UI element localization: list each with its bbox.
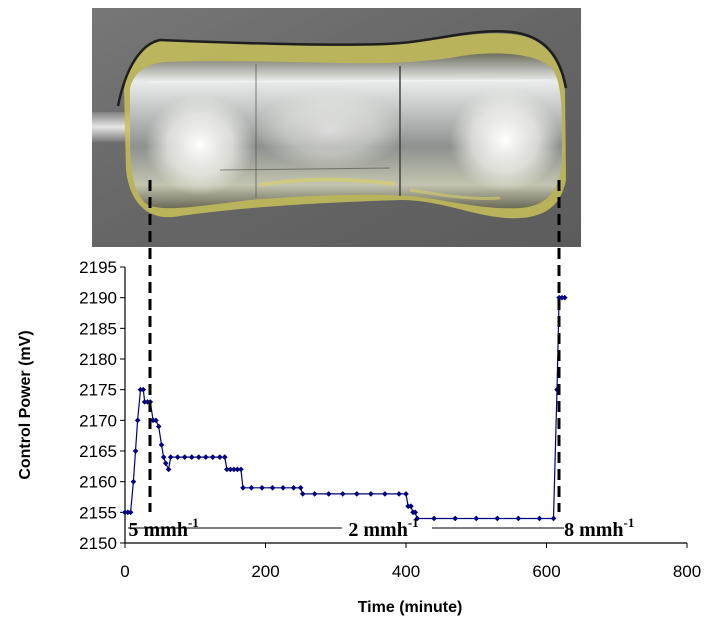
y-tick-label: 2195 — [79, 258, 117, 277]
data-point — [231, 466, 237, 473]
y-axis-title: Control Power (mV) — [17, 330, 34, 479]
series-control-power — [122, 294, 568, 522]
rate-annotation: 5 mmh-1 — [129, 515, 199, 541]
x-tick-label: 600 — [532, 562, 560, 581]
data-point — [412, 509, 418, 516]
x-tick-label: 400 — [392, 562, 420, 581]
data-point — [269, 484, 276, 491]
data-point — [221, 454, 228, 460]
data-point — [339, 491, 346, 497]
data-point — [473, 515, 480, 522]
y-ticks: 2150 2155 2160 2165 2170 2175 2180 2185 2190 2195 — [79, 258, 125, 553]
data-point — [153, 417, 159, 424]
data-point — [155, 423, 162, 430]
data-point — [234, 466, 241, 473]
data-point — [160, 454, 167, 460]
data-point — [130, 478, 137, 485]
y-tick-label: 2160 — [79, 473, 117, 492]
x-tick-label: 800 — [673, 562, 701, 581]
data-point — [209, 454, 216, 460]
series-line — [125, 297, 565, 520]
data-point — [202, 454, 209, 460]
data-point — [494, 515, 501, 522]
data-point — [174, 454, 181, 460]
data-point — [134, 417, 141, 424]
rate-annotation: 8 mmh-1 — [564, 515, 634, 541]
data-point — [403, 491, 409, 497]
data-point — [140, 386, 147, 393]
data-point — [431, 515, 437, 522]
rate-annotations: 5 mmh-1 2 mmh-1 8 mmh-1 — [129, 515, 635, 541]
data-point — [240, 484, 246, 491]
data-point — [280, 484, 286, 491]
data-point — [550, 515, 557, 522]
data-point — [414, 515, 421, 522]
data-point — [452, 515, 459, 522]
data-point — [132, 448, 139, 454]
data-point — [181, 454, 188, 460]
y-tick-label: 2150 — [79, 534, 117, 553]
data-point — [325, 491, 332, 497]
data-point — [299, 491, 306, 497]
data-point — [158, 442, 165, 448]
data-point — [162, 460, 169, 467]
y-tick-label: 2155 — [79, 503, 117, 522]
rate-annotation: 2 mmh-1 — [348, 515, 418, 541]
data-point — [224, 466, 230, 473]
x-tick-label: 200 — [251, 562, 279, 581]
data-point — [238, 466, 244, 473]
x-ticks: 0 200 400 600 800 — [120, 543, 701, 581]
plot-axes: 2150 2155 2160 2165 2170 2175 2180 2185 2190 2195… — [79, 258, 701, 581]
data-point — [311, 491, 318, 497]
data-point — [382, 491, 388, 497]
data-point — [127, 509, 134, 516]
x-axis-title: Time (minute) — [358, 599, 463, 616]
data-point — [165, 466, 172, 473]
y-tick-label: 2170 — [79, 411, 117, 430]
data-point — [195, 454, 202, 460]
data-point — [167, 454, 174, 460]
data-point — [259, 484, 265, 491]
specimen-photo — [92, 8, 581, 247]
y-tick-label: 2190 — [79, 289, 117, 308]
data-point — [217, 454, 223, 460]
data-point — [297, 484, 304, 491]
data-point — [188, 454, 195, 460]
data-point — [408, 503, 414, 510]
y-tick-label: 2180 — [79, 350, 117, 369]
data-point — [353, 491, 360, 497]
data-point — [227, 466, 234, 473]
data-point — [248, 484, 255, 491]
x-tick-label: 0 — [120, 562, 129, 581]
data-point — [290, 484, 297, 491]
y-tick-label: 2175 — [79, 381, 117, 400]
guide-lines — [148, 180, 561, 512]
data-point — [536, 515, 543, 522]
data-point — [396, 491, 402, 497]
data-point — [368, 491, 374, 497]
y-tick-label: 2185 — [79, 319, 117, 338]
data-point — [515, 515, 522, 522]
data-point — [561, 294, 568, 301]
y-tick-label: 2165 — [79, 442, 117, 461]
